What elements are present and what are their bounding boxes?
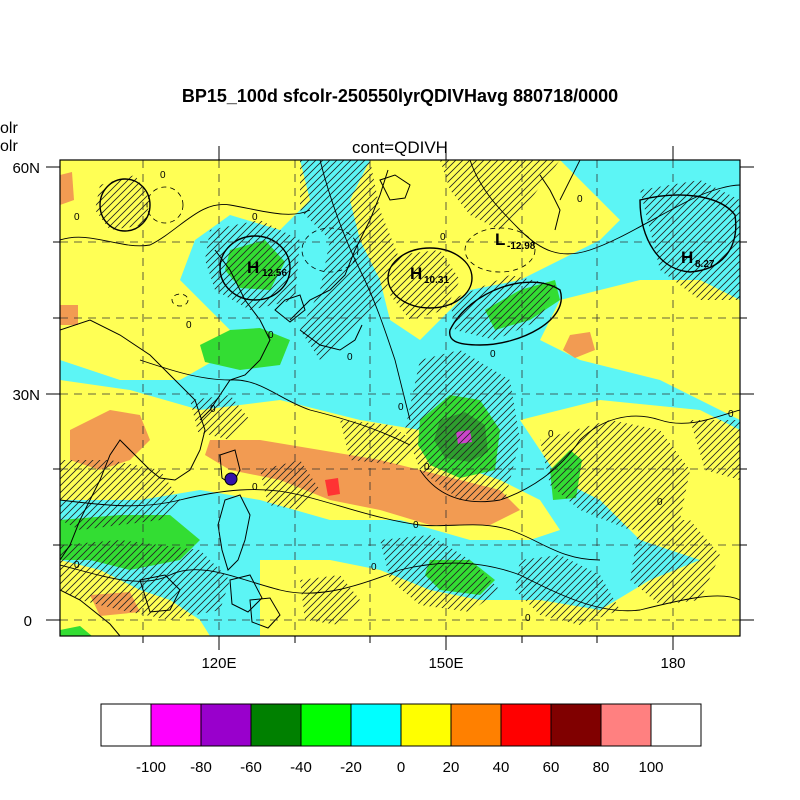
map-gridlines (60, 160, 740, 636)
high-letter: H (410, 264, 422, 283)
solid-contours (99, 178, 737, 346)
left-label-cut-1: olr (0, 120, 18, 137)
contour-label: 0 (413, 520, 419, 531)
contour-label: 0 (424, 462, 430, 473)
lon-label-180: 180 (660, 655, 685, 672)
colorbar-label: 0 (397, 759, 405, 776)
contour-label: 0 (728, 409, 734, 420)
contour-label: 0 (210, 404, 216, 415)
colorbar-swatch (150, 703, 202, 747)
lon-label-150e: 150E (428, 655, 463, 672)
low-value: -12.98 (507, 241, 536, 252)
positive-field-region (260, 560, 740, 636)
pressure-centers: H 12.56 H 10.31 L -12.98 H 8.27 (247, 230, 715, 286)
colorbar-swatch (400, 703, 452, 747)
strong-positive-region (205, 440, 520, 525)
strong-positive-region (60, 172, 74, 205)
zero-contours (60, 160, 740, 612)
contour-label: 0 (525, 613, 531, 624)
colorbar-swatch (600, 703, 652, 747)
positive-field-region (540, 280, 740, 420)
axis-ticks (46, 146, 754, 650)
low-letter: L (495, 230, 505, 249)
contour-label: 0 (577, 194, 583, 205)
lat-label-0: 0 (24, 613, 32, 630)
contour-label: 0 (371, 562, 377, 573)
colorbar-label: 40 (493, 759, 510, 776)
negative-field-region (60, 626, 92, 636)
high-center-2: H 10.31 (410, 264, 449, 286)
low-center-1: L -12.98 (495, 230, 536, 252)
contour-label: 0 (440, 232, 446, 243)
colorbar-swatch (550, 703, 602, 747)
contour-label: 0 (548, 429, 554, 440)
high-letter: H (247, 258, 259, 277)
peak-positive-region (325, 478, 340, 496)
left-label-cut-2: olr (0, 138, 18, 155)
contour-label: 0 (347, 352, 353, 363)
map-title: BP15_100d sfcolr-250550lyrQDIVHavg 88071… (181, 86, 619, 106)
colorbar-label: 60 (543, 759, 560, 776)
lat-label-60n: 60N (12, 160, 40, 177)
colorbar-swatch (500, 703, 552, 747)
colorbar-label: -20 (340, 759, 362, 776)
map-subtitle: cont=QDIVH (352, 138, 448, 157)
contour-label: 0 (398, 402, 404, 413)
colorbar: -100 -80 -60 -40 -20 0 20 40 60 80 100 (100, 703, 702, 776)
colorbar-label: 80 (593, 759, 610, 776)
strong-positive-region (60, 305, 78, 325)
colorbar-label: -100 (136, 759, 166, 776)
colorbar-swatch (650, 703, 702, 747)
colorbar-swatch (200, 703, 252, 747)
colorbar-swatch (250, 703, 302, 747)
colorbar-label: -80 (190, 759, 212, 776)
lat-label-30n: 30N (12, 387, 40, 404)
hatched-negative-regions (60, 160, 740, 625)
strong-positive-region (70, 410, 150, 470)
colorbar-swatch (300, 703, 352, 747)
contour-label: 0 (252, 212, 258, 223)
colorbar-swatch (350, 703, 402, 747)
colorbar-label: -60 (240, 759, 262, 776)
colorbar-label: 100 (638, 759, 663, 776)
negative-field-region (200, 328, 290, 370)
high-value: 12.56 (262, 268, 287, 279)
strong-positive-region (563, 332, 595, 358)
colorbar-label: -40 (290, 759, 312, 776)
lon-label-120e: 120E (201, 655, 236, 672)
dashed-contours (146, 186, 536, 307)
contour-label: 0 (74, 560, 80, 571)
high-center-1: H 12.56 (247, 258, 287, 279)
high-letter: H (681, 248, 693, 267)
colorbar-swatch (100, 703, 152, 747)
contour-zero-labels: 0 0 0 0 0 0 0 0 0 0 0 0 0 0 0 0 0 0 0 0 (74, 170, 734, 624)
colorbar-label: 20 (443, 759, 460, 776)
contour-label: 0 (657, 497, 663, 508)
plot-frame (59, 159, 741, 637)
contour-label: 0 (186, 320, 192, 331)
contour-label: 0 (160, 170, 166, 181)
high-value: 8.27 (695, 259, 715, 270)
station-marker-icon (224, 472, 238, 486)
high-value: 10.31 (424, 275, 449, 286)
contour-label: 0 (268, 330, 274, 341)
contour-label: 0 (490, 349, 496, 360)
map-plot-area: 0 0 0 0 0 0 0 0 0 0 0 0 0 0 0 0 0 0 0 0 … (60, 160, 740, 636)
contour-label: 0 (252, 482, 258, 493)
high-center-3: H 8.27 (681, 248, 715, 270)
contour-label: 0 (74, 212, 80, 223)
colorbar-swatch (450, 703, 502, 747)
